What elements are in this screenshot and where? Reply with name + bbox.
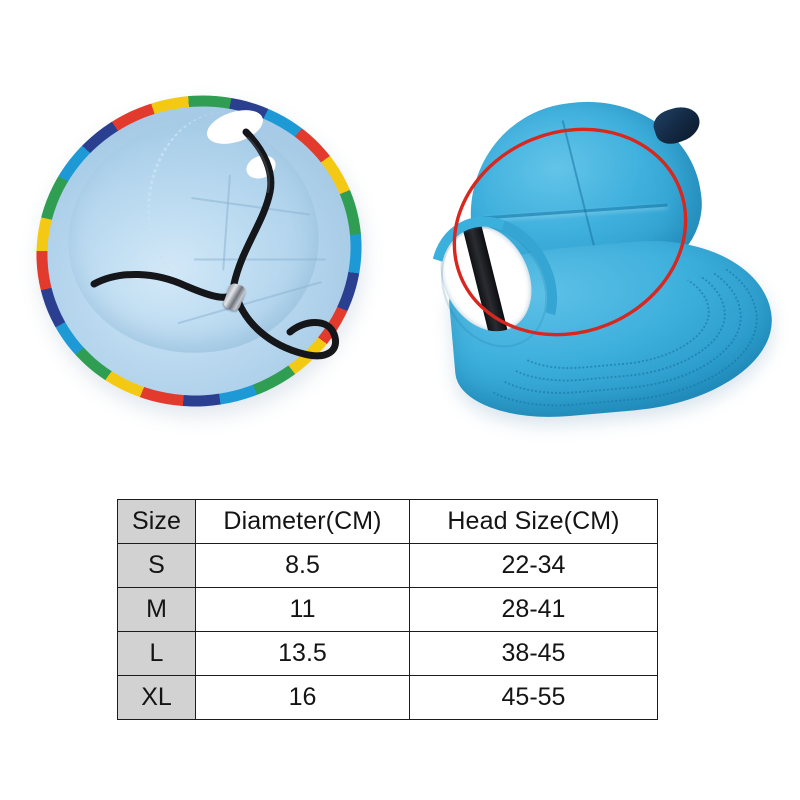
- cell-head-size: 38-45: [409, 631, 658, 676]
- cell-head-size: 28-41: [409, 587, 658, 632]
- cell-size: S: [117, 543, 196, 588]
- size-chart-container: Size Diameter(CM) Head Size(CM) S 8.5 22…: [117, 499, 658, 720]
- chin-cord: [90, 128, 339, 360]
- cell-size: M: [117, 587, 196, 632]
- cap-underside-photo: [0, 0, 400, 480]
- cell-head-size: 45-55: [409, 675, 658, 720]
- cap-side-photo: [400, 0, 800, 480]
- table-row: S 8.5 22-34: [117, 543, 658, 588]
- column-header-size: Size: [117, 499, 196, 544]
- cap-underside-illustration: [3, 61, 395, 441]
- table-row: XL 16 45-55: [117, 675, 658, 720]
- table-row: M 11 28-41: [117, 587, 658, 632]
- cell-diameter: 11: [195, 587, 410, 632]
- cell-diameter: 16: [195, 675, 410, 720]
- table-row: L 13.5 38-45: [117, 631, 658, 676]
- cell-size: L: [117, 631, 196, 676]
- cap-side-illustration: [406, 86, 790, 426]
- cell-diameter: 8.5: [195, 543, 410, 588]
- cell-diameter: 13.5: [195, 631, 410, 676]
- crown-panel-seam: [561, 120, 600, 265]
- column-header-head-size: Head Size(CM): [409, 499, 658, 544]
- cell-size: XL: [117, 675, 196, 720]
- table-header-row: Size Diameter(CM) Head Size(CM): [117, 499, 658, 544]
- product-photos: [0, 0, 800, 480]
- cell-head-size: 22-34: [409, 543, 658, 588]
- column-header-diameter: Diameter(CM): [195, 499, 410, 544]
- size-chart: Size Diameter(CM) Head Size(CM) S 8.5 22…: [117, 499, 658, 720]
